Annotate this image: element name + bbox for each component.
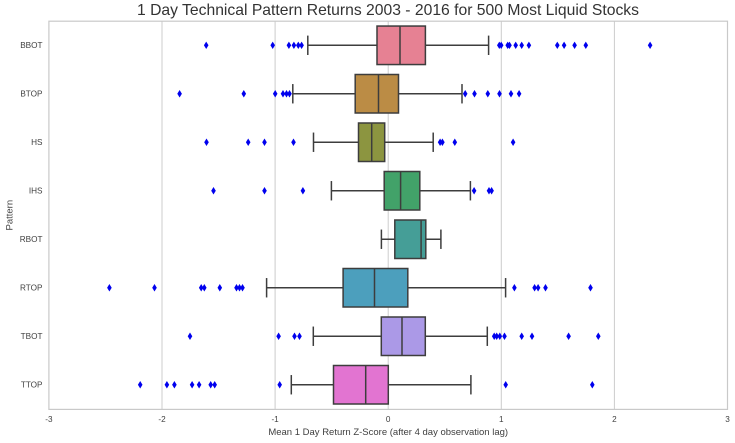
svg-text:TTOP: TTOP (21, 381, 43, 390)
svg-text:0: 0 (386, 415, 391, 424)
svg-text:-3: -3 (45, 415, 53, 424)
svg-text:BTOP: BTOP (20, 90, 43, 99)
svg-text:Pattern: Pattern (5, 200, 16, 231)
svg-text:Mean 1 Day Return Z-Score (aft: Mean 1 Day Return Z-Score (after 4 day o… (268, 427, 508, 438)
svg-text:TBOT: TBOT (21, 332, 43, 341)
svg-text:HS: HS (31, 138, 43, 147)
svg-text:RBOT: RBOT (20, 235, 43, 244)
svg-text:1: 1 (499, 415, 504, 424)
svg-text:RTOP: RTOP (20, 284, 43, 293)
svg-text:1 Day Technical Pattern Return: 1 Day Technical Pattern Returns 2003 - 2… (137, 2, 639, 19)
svg-text:-2: -2 (158, 415, 166, 424)
svg-text:-1: -1 (271, 415, 279, 424)
svg-text:3: 3 (725, 415, 730, 424)
svg-text:BBOT: BBOT (20, 41, 42, 50)
svg-text:IHS: IHS (29, 187, 43, 196)
svg-text:2: 2 (612, 415, 617, 424)
